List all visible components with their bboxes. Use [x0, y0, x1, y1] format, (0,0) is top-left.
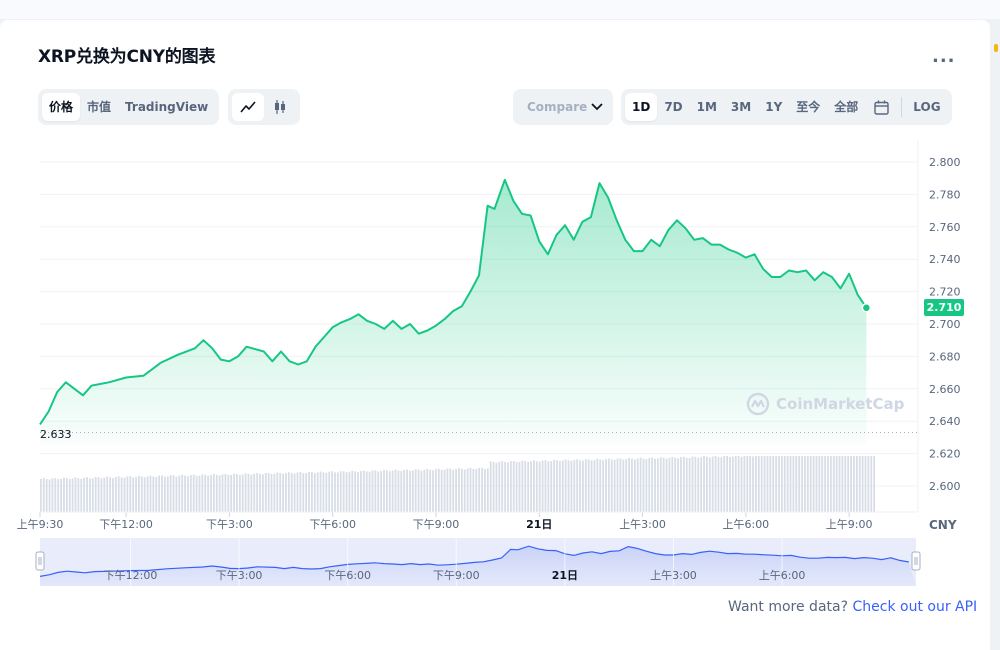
- candlestick-icon[interactable]: [264, 93, 296, 121]
- api-promo: Want more data? Check out our API: [728, 599, 977, 615]
- log-scale-toggle[interactable]: LOG: [913, 100, 941, 114]
- view-tabs: 价格 市值 TradingView: [38, 89, 220, 125]
- chart-type-tabs: [228, 89, 300, 125]
- watermark-text: CoinMarketCap: [776, 395, 905, 413]
- page-title: XRP兑换为CNY的图表: [38, 47, 216, 67]
- tab-3m[interactable]: 3M: [730, 100, 752, 114]
- tab-market-cap[interactable]: 市值: [87, 100, 112, 114]
- tab-tradingview[interactable]: TradingView: [125, 100, 209, 114]
- chevron-down-icon: [591, 103, 603, 111]
- tab-1y[interactable]: 1Y: [765, 100, 783, 114]
- tab-ytd[interactable]: 至今: [796, 100, 821, 114]
- calendar-icon[interactable]: [865, 93, 897, 121]
- more-options-button[interactable]: ...: [932, 46, 956, 67]
- tab-7d[interactable]: 7D: [664, 100, 683, 114]
- handle-grip: [911, 551, 921, 571]
- tab-1m[interactable]: 1M: [696, 100, 717, 114]
- current-price-label: 2.710: [924, 299, 964, 316]
- navigator-right-handle[interactable]: [911, 551, 921, 571]
- edge-marker: [994, 44, 998, 52]
- api-link[interactable]: Check out our API: [852, 599, 978, 615]
- coinmarketcap-logo-icon: [746, 392, 770, 416]
- tab-all[interactable]: 全部: [834, 100, 859, 114]
- toolbar-divider: [901, 97, 903, 117]
- watermark: CoinMarketCap: [746, 392, 904, 416]
- currency-label: CNY: [929, 518, 957, 532]
- time-range-tabs: 1D 7D 1M 3M 1Y 至今 全部 LOG: [621, 89, 952, 125]
- compare-label: Compare with: [527, 100, 587, 114]
- navigator-left-handle[interactable]: [35, 551, 45, 571]
- api-promo-text: Want more data?: [728, 599, 849, 615]
- compare-dropdown[interactable]: Compare with: [513, 89, 613, 125]
- top-bar: [0, 0, 1000, 20]
- line-chart-icon[interactable]: [232, 93, 264, 121]
- tab-1d[interactable]: 1D: [625, 93, 658, 121]
- open-price-label: 2.633: [40, 428, 72, 441]
- tab-price[interactable]: 价格: [42, 93, 81, 121]
- handle-grip: [35, 551, 45, 571]
